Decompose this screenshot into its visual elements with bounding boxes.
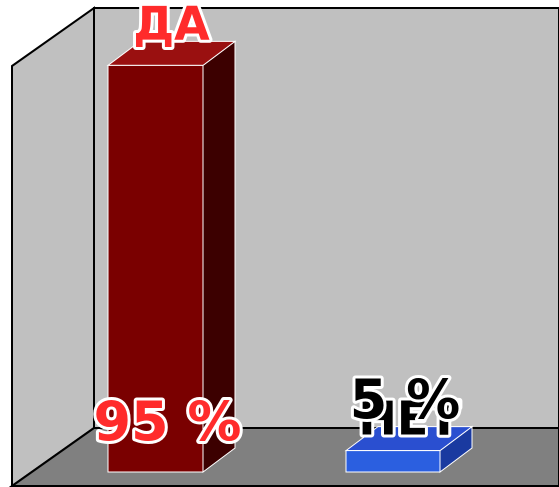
category-label-da: ДА bbox=[133, 0, 210, 50]
bars bbox=[106, 40, 474, 473]
side-wall bbox=[11, 6, 95, 487]
bar-da-front bbox=[107, 64, 204, 473]
bar-net-front bbox=[345, 450, 441, 473]
bar-da bbox=[106, 40, 237, 473]
bar-net bbox=[344, 425, 474, 473]
value-label-da: 95 % bbox=[93, 390, 241, 453]
category-label-net: НЕТ bbox=[358, 392, 460, 446]
value-label-net: 5 % bbox=[350, 368, 460, 431]
